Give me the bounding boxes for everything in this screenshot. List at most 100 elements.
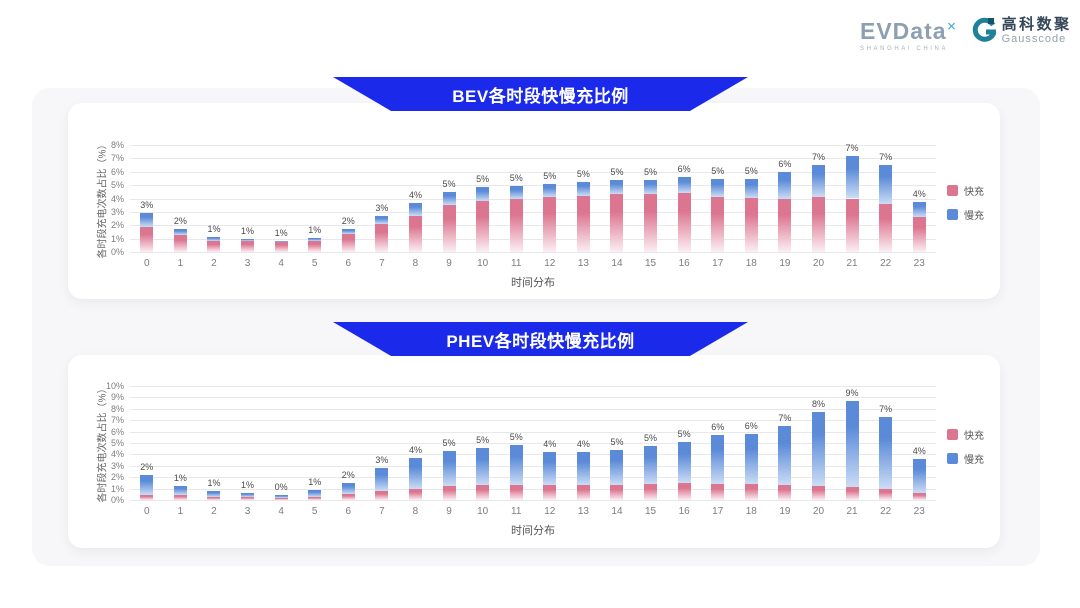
bar-segment-slow[interactable] [744,433,758,485]
bar-segment-fast[interactable] [509,199,523,252]
bar-segment-fast[interactable] [207,240,221,252]
bar-segment-slow[interactable] [308,237,322,241]
bar-segment-slow[interactable] [274,240,288,242]
bar-segment-fast[interactable] [711,197,725,252]
bar-segment-fast[interactable] [375,223,389,252]
bar-segment-slow[interactable] [610,180,624,195]
bar-segment-slow[interactable] [879,165,893,204]
bar-segment-fast[interactable] [576,485,590,500]
bar-segment-fast[interactable] [610,194,624,252]
bar-segment-fast[interactable] [140,226,154,252]
bar-segment-fast[interactable] [610,485,624,500]
bar-segment-fast[interactable] [644,194,658,252]
bar-segment-slow[interactable] [811,412,825,487]
bar-segment-fast[interactable] [811,486,825,500]
bar-segment-slow[interactable] [778,171,792,199]
bar-segment-fast[interactable] [879,489,893,500]
bar-segment-fast[interactable] [442,205,456,252]
bar-segment-fast[interactable] [912,492,926,500]
bar-segment-slow[interactable] [274,494,288,498]
bar-segment-slow[interactable] [576,452,590,486]
bar-segment-fast[interactable] [241,497,255,500]
bar-segment-fast[interactable] [778,198,792,252]
bar-segment-fast[interactable] [677,193,691,252]
bar-segment-slow[interactable] [576,182,590,196]
bar-segment-slow[interactable] [644,180,658,195]
bar-segment-slow[interactable] [509,445,523,485]
bar-segment-slow[interactable] [610,450,624,486]
bar-segment-fast[interactable] [274,497,288,500]
bar-segment-fast[interactable] [744,197,758,252]
bar-segment-slow[interactable] [442,450,456,487]
legend-item-慢充[interactable]: 慢充 [947,207,984,222]
bar-segment-slow[interactable] [375,215,389,224]
bar-segment-slow[interactable] [408,202,422,216]
bar-segment-slow[interactable] [644,446,658,485]
bar-segment-fast[interactable] [442,486,456,500]
bar-segment-slow[interactable] [341,228,355,234]
bar-segment-fast[interactable] [845,487,859,500]
bar-segment-slow[interactable] [476,187,490,201]
legend-item-慢充[interactable]: 慢充 [947,451,984,466]
bar-segment-fast[interactable] [711,484,725,500]
bar-segment-slow[interactable] [173,486,187,496]
bar-segment-fast[interactable] [408,215,422,252]
bar-segment-fast[interactable] [476,485,490,500]
bar-segment-fast[interactable] [744,484,758,500]
bar-segment-slow[interactable] [207,237,221,241]
bar-segment-fast[interactable] [509,484,523,500]
bar-segment-fast[interactable] [644,484,658,500]
legend-item-快充[interactable]: 快充 [947,183,984,198]
bar-segment-slow[interactable] [341,482,355,494]
bar-segment-slow[interactable] [543,452,557,486]
bar-segment-fast[interactable] [677,483,691,500]
bar-segment-slow[interactable] [711,179,725,198]
bar-segment-slow[interactable] [811,165,825,198]
bar-segment-fast[interactable] [811,197,825,252]
bar-segment-slow[interactable] [543,183,557,198]
bar-segment-slow[interactable] [677,441,691,484]
bar-segment-fast[interactable] [912,217,926,252]
bar-segment-slow[interactable] [241,238,255,242]
bar-segment-slow[interactable] [442,191,456,206]
bar-segment-fast[interactable] [375,490,389,500]
bar-segment-fast[interactable] [341,493,355,500]
bar-segment-fast[interactable] [879,203,893,252]
bar-segment-fast[interactable] [241,241,255,252]
bar-segment-slow[interactable] [912,201,926,218]
legend-item-快充[interactable]: 快充 [947,427,984,442]
bar-segment-slow[interactable] [677,177,691,194]
bar-segment-fast[interactable] [845,198,859,252]
bar-segment-slow[interactable] [879,417,893,490]
bar-segment-fast[interactable] [341,233,355,252]
bar-segment-slow[interactable] [476,447,490,486]
bar-segment-fast[interactable] [308,240,322,252]
bar-segment-slow[interactable] [744,179,758,198]
bar-segment-fast[interactable] [408,489,422,500]
bar-segment-fast[interactable] [207,496,221,500]
bar-segment-fast[interactable] [476,200,490,252]
bar-segment-slow[interactable] [912,458,926,493]
bar-segment-fast[interactable] [543,485,557,500]
bar-segment-slow[interactable] [140,474,154,495]
bar-segment-slow[interactable] [408,458,422,490]
bar-segment-fast[interactable] [173,495,187,500]
bar-segment-slow[interactable] [711,435,725,485]
bar-segment-fast[interactable] [274,241,288,252]
bar-segment-slow[interactable] [778,425,792,486]
bar-segment-slow[interactable] [173,228,187,235]
bar-segment-fast[interactable] [576,195,590,252]
bar-segment-fast[interactable] [308,496,322,500]
bar-segment-fast[interactable] [140,494,154,500]
bar-segment-slow[interactable] [375,468,389,491]
bar-segment-slow[interactable] [241,493,255,498]
bar-segment-fast[interactable] [543,197,557,252]
bar-segment-fast[interactable] [173,234,187,252]
bar-segment-slow[interactable] [308,490,322,497]
bar-segment-slow[interactable] [845,400,859,488]
bar-segment-fast[interactable] [778,485,792,500]
bar-segment-slow[interactable] [207,490,221,497]
bar-segment-slow[interactable] [140,213,154,227]
bar-segment-slow[interactable] [845,155,859,199]
bar-segment-slow[interactable] [509,185,523,200]
